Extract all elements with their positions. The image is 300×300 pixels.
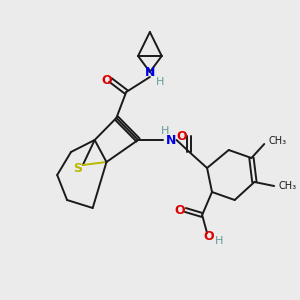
Text: O: O xyxy=(204,230,214,242)
Text: O: O xyxy=(174,203,185,217)
Text: N: N xyxy=(145,65,155,79)
Text: H: H xyxy=(156,77,164,87)
Text: H: H xyxy=(215,236,223,246)
Text: CH₃: CH₃ xyxy=(278,181,296,191)
Text: H: H xyxy=(160,126,169,136)
Text: O: O xyxy=(101,74,112,86)
Text: O: O xyxy=(176,130,187,142)
Text: N: N xyxy=(165,134,176,146)
Text: S: S xyxy=(74,163,82,176)
Text: CH₃: CH₃ xyxy=(268,136,286,146)
